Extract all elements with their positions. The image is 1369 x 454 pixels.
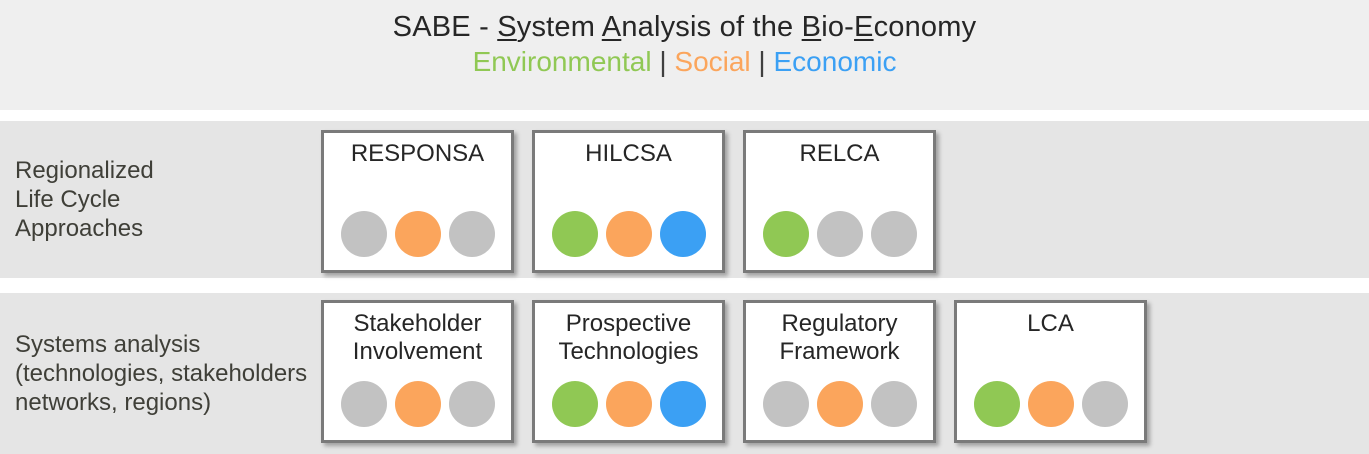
diagram-title: SABE - System Analysis of the Bio-Econom… [393, 9, 977, 45]
method-box-responsa: RESPONSA [321, 130, 514, 273]
title-segment-5: B [801, 11, 822, 43]
indicator-dots [973, 381, 1128, 427]
dot-environmental-active [551, 211, 598, 257]
dot-economic-inactive [448, 211, 495, 257]
dot-environmental-active [551, 381, 598, 427]
dot-social-active [816, 381, 863, 427]
dot-economic-inactive [448, 381, 495, 427]
subtitle-segment-0: Environmental [472, 46, 652, 77]
indicator-dots [762, 211, 917, 257]
dot-economic-inactive [870, 211, 917, 257]
method-box-label-line: Prospective [565, 310, 692, 337]
method-box-label: Stakeholder Involvement [353, 310, 482, 366]
row-label-regionalized-life-cycle-approaches: Regionalized Life Cycle Approaches [0, 121, 321, 278]
method-box-relca: RELCA [743, 130, 936, 273]
indicator-dots [762, 381, 917, 427]
dot-economic-inactive [1081, 381, 1128, 427]
subtitle-segment-2: Social [674, 46, 751, 77]
title-segment-4: nalysis of the [621, 11, 802, 43]
row-label-line: networks, regions) [15, 389, 212, 416]
subtitle-segment-3: | [750, 46, 774, 77]
method-box-hilcsa: HILCSA [532, 130, 725, 273]
diagram-subtitle: Environmental | Social | Economic [473, 45, 897, 79]
method-box-label: Prospective Technologies [558, 310, 698, 366]
dot-social-active [605, 211, 652, 257]
method-box-label-line: RESPONSA [350, 140, 485, 167]
method-box-label: RELCA [799, 140, 879, 168]
subtitle-segment-1: | [651, 46, 675, 77]
method-box-stakeholder-involvement: Stakeholder Involvement [321, 300, 514, 443]
dot-economic-inactive [870, 381, 917, 427]
dot-social-active [394, 211, 441, 257]
title-segment-3: A [601, 11, 622, 43]
dot-social-active [605, 381, 652, 427]
indicator-dots [551, 211, 706, 257]
title-segment-7: E [854, 11, 874, 43]
indicator-dots [551, 381, 706, 427]
dot-social-inactive [816, 211, 863, 257]
method-boxes: RESPONSA HILCSA RELCA [321, 121, 936, 278]
method-box-label: RESPONSA [351, 140, 484, 168]
band-divider [0, 278, 1369, 293]
method-box-label-line: Framework [779, 338, 900, 365]
method-box-label-line: Involvement [352, 338, 483, 365]
diagram-header: SABE - System Analysis of the Bio-Econom… [0, 0, 1369, 110]
title-segment-6: io- [821, 11, 855, 43]
dot-social-active [394, 381, 441, 427]
dot-environmental-active [973, 381, 1020, 427]
indicator-dots [340, 211, 495, 257]
method-box-prospective-technologies: Prospective Technologies [532, 300, 725, 443]
method-box-label-line: Regulatory [781, 310, 898, 337]
dot-environmental-inactive [762, 381, 809, 427]
band-divider [0, 110, 1369, 121]
method-box-label-line: Stakeholder [353, 310, 482, 337]
dot-social-active [1027, 381, 1074, 427]
dot-environmental-inactive [340, 381, 387, 427]
row-label-line: Life Cycle [15, 186, 121, 213]
method-box-label: Regulatory Framework [779, 310, 899, 366]
row-label-line: Regionalized [15, 157, 154, 184]
dot-economic-active [659, 381, 706, 427]
method-boxes: Stakeholder Involvement Prospective Technol… [321, 293, 1147, 454]
method-box-regulatory-framework: Regulatory Framework [743, 300, 936, 443]
method-box-label-line: RELCA [799, 140, 880, 167]
dot-environmental-active [762, 211, 809, 257]
title-segment-8: conomy [873, 11, 977, 43]
title-segment-1: S [497, 11, 517, 43]
row-label-line: (technologies, stakeholders [15, 360, 308, 387]
method-box-label-line: Technologies [558, 338, 699, 365]
method-box-label-line: LCA [1027, 310, 1074, 337]
row-systems-analysis: Systems analysis (technologies, stakehold… [0, 293, 1369, 454]
method-box-label-line: HILCSA [585, 140, 672, 167]
row-label-systems-analysis: Systems analysis (technologies, stakehold… [0, 293, 321, 454]
method-box-label: LCA [1027, 310, 1074, 338]
row-label-line: Systems analysis [15, 331, 201, 358]
method-box-lca: LCA [954, 300, 1147, 443]
indicator-dots [340, 381, 495, 427]
method-box-label: HILCSA [585, 140, 672, 168]
dot-economic-active [659, 211, 706, 257]
title-segment-0: SABE - [392, 11, 498, 43]
dot-environmental-inactive [340, 211, 387, 257]
row-regionalized-life-cycle-approaches: Regionalized Life Cycle Approaches RESPONSA… [0, 121, 1369, 278]
title-segment-2: ystem [516, 11, 602, 43]
row-label-line: Approaches [15, 215, 144, 242]
subtitle-segment-4: Economic [773, 46, 897, 77]
